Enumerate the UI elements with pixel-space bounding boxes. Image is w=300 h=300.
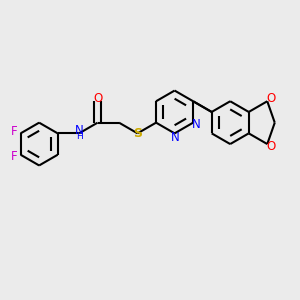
Text: O: O bbox=[94, 92, 103, 105]
Text: O: O bbox=[266, 140, 275, 153]
Text: F: F bbox=[11, 150, 17, 163]
Text: H: H bbox=[76, 131, 83, 140]
Text: O: O bbox=[266, 92, 275, 105]
Text: N: N bbox=[171, 131, 180, 144]
Text: F: F bbox=[11, 125, 17, 138]
Text: N: N bbox=[192, 118, 200, 131]
Text: S: S bbox=[133, 127, 142, 140]
Text: N: N bbox=[75, 124, 84, 137]
